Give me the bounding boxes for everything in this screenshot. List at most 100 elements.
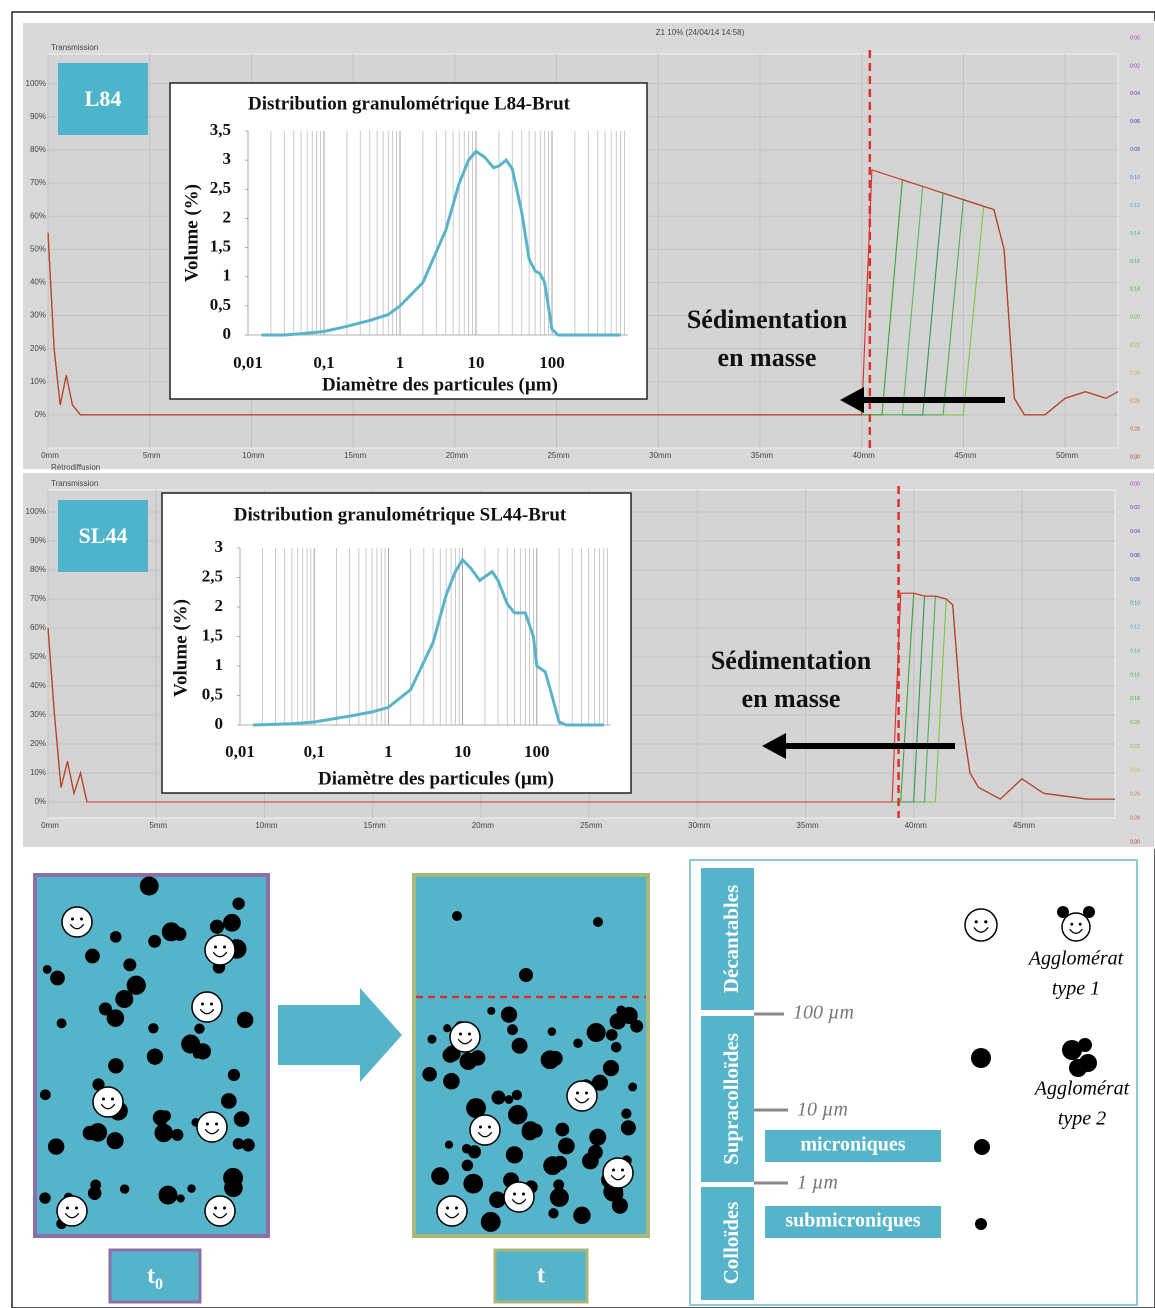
agglomerate-type-1 <box>61 906 93 938</box>
time-label: 0:18 <box>1130 696 1140 702</box>
particle <box>1057 906 1069 918</box>
particle <box>519 968 533 982</box>
time-label: 0:22 <box>1130 343 1140 349</box>
particle <box>223 1167 244 1188</box>
smile <box>212 951 228 958</box>
label-box-t0 <box>108 1248 202 1304</box>
particle <box>187 1184 196 1193</box>
particle <box>586 1022 606 1043</box>
time-label: 0:00 <box>1130 481 1140 487</box>
particle <box>123 958 137 972</box>
x-tick-label: 25mm <box>547 451 570 460</box>
particle <box>148 934 162 948</box>
smile <box>204 1128 220 1135</box>
time-label: 0:02 <box>1130 505 1140 511</box>
eye <box>479 1125 482 1129</box>
fraction-box <box>765 1206 941 1238</box>
particle <box>139 876 159 896</box>
size-label: 10 µm <box>797 1099 848 1121</box>
badge-label: SL44 <box>79 523 128 548</box>
y-tick-label: 1 <box>215 655 224 674</box>
y-tick-label: 50% <box>30 652 46 661</box>
time-label: 0:08 <box>1130 147 1140 153</box>
particle <box>971 1048 991 1068</box>
particle <box>461 1159 474 1172</box>
time-label: 0:22 <box>1130 744 1140 750</box>
time-label-t0: t0 <box>147 1263 163 1294</box>
annotation: Sédimentation <box>711 646 872 675</box>
distribution-line <box>261 149 621 337</box>
size-label: 1 µm <box>797 1172 838 1194</box>
smile <box>574 1097 590 1104</box>
particle <box>232 1138 245 1150</box>
badge <box>58 500 148 572</box>
smile <box>100 1103 116 1110</box>
x-tick-label: 0,01 <box>233 353 263 372</box>
eye <box>974 920 978 924</box>
particle <box>109 931 122 943</box>
time-label: 0:10 <box>1130 601 1140 607</box>
particle <box>581 1152 599 1170</box>
eye <box>223 945 226 949</box>
y-tick-label: 60% <box>30 211 46 220</box>
particle <box>489 1191 506 1209</box>
fraction-box <box>765 1130 941 1162</box>
particle <box>552 1155 568 1171</box>
time-label: 0:00 <box>1130 35 1140 41</box>
agglomerate-type-1 <box>1061 912 1091 942</box>
annotation: Sédimentation <box>687 305 848 334</box>
x-axis-label: Diamètre des particules (µm) <box>318 768 554 789</box>
eye <box>488 1125 491 1129</box>
particle <box>620 1120 636 1136</box>
y-tick-label: 30% <box>30 311 46 320</box>
x-tick-label: 0,01 <box>225 742 255 761</box>
time-label: 0:24 <box>1130 371 1140 377</box>
particle <box>194 1023 205 1034</box>
time-label: 0:24 <box>1130 768 1140 774</box>
eye <box>612 1168 615 1172</box>
particle <box>115 990 134 1009</box>
eye <box>75 1206 78 1210</box>
time-label: 0:10 <box>1130 175 1140 181</box>
x-tick-label: 50mm <box>1056 451 1079 460</box>
smile <box>1069 928 1083 934</box>
particle <box>241 1138 255 1152</box>
y-tick-label: 100% <box>26 79 46 88</box>
section-label: Rétrodiffusion <box>51 463 100 472</box>
fraction-label: microniques <box>800 1134 905 1156</box>
particle <box>422 1066 437 1082</box>
particle <box>85 948 100 964</box>
inset-title: Distribution granulométrique L84-Brut <box>248 93 571 114</box>
x-tick-label: 5mm <box>149 821 167 830</box>
agglomerate-label: type 1 <box>1052 978 1100 1000</box>
particle <box>56 1018 67 1029</box>
profile-line <box>47 592 1115 803</box>
particle <box>591 1074 609 1091</box>
y-tick-label: 0 <box>223 324 232 343</box>
y-tick-label: 1 <box>223 266 232 285</box>
particle <box>221 1093 237 1109</box>
time-label: 0:08 <box>1130 577 1140 583</box>
y-tick-label: 2,5 <box>210 178 231 197</box>
particle <box>192 1050 202 1059</box>
time-label: 0:26 <box>1130 792 1140 798</box>
y-tick-label: 70% <box>30 594 46 603</box>
y-tick-label: 0,5 <box>210 295 231 314</box>
y-tick-label: 40% <box>30 278 46 287</box>
arrow-head <box>762 733 786 759</box>
smile <box>444 1212 460 1219</box>
particle <box>467 1145 482 1159</box>
eye <box>621 1168 624 1172</box>
x-tick-label: 45mm <box>1013 821 1036 830</box>
y-tick-label: 70% <box>30 178 46 187</box>
time-label: 0:06 <box>1130 119 1140 125</box>
class-label: Supracolloïdes <box>719 1033 743 1165</box>
particle <box>610 1041 622 1053</box>
particle <box>443 1072 460 1090</box>
particle <box>50 970 65 986</box>
y-tick-label: 90% <box>30 112 46 121</box>
eye <box>984 920 988 924</box>
particle <box>974 1139 990 1155</box>
particle <box>232 897 245 910</box>
y-tick-label: 0 <box>215 714 224 733</box>
